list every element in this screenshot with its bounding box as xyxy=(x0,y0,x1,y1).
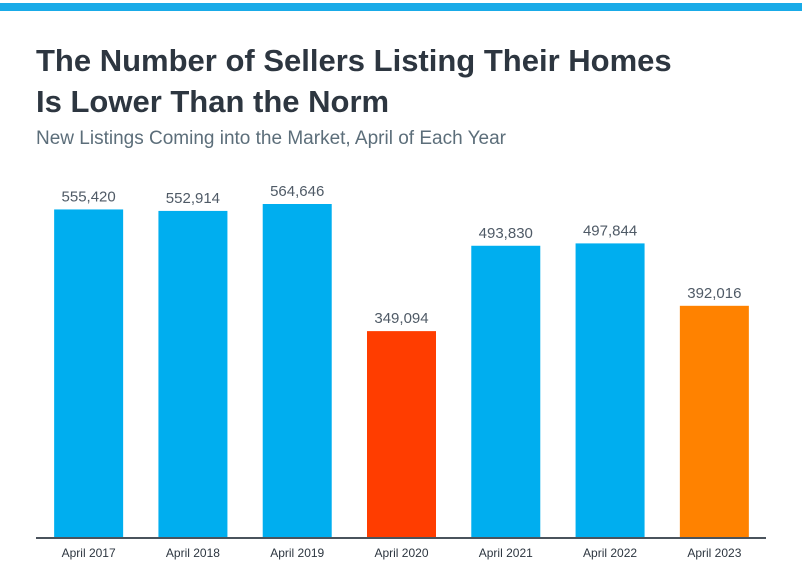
x-tick-label: April 2022 xyxy=(583,546,637,560)
x-tick-label: April 2020 xyxy=(374,546,428,560)
data-label: 552,914 xyxy=(166,190,220,207)
chart-title: The Number of Sellers Listing Their Home… xyxy=(36,40,796,122)
chart-title-line-2: Is Lower Than the Norm xyxy=(36,84,390,119)
chart-subtitle: New Listings Coming into the Market, Apr… xyxy=(36,128,506,149)
data-label: 392,016 xyxy=(687,285,741,302)
data-label: 564,646 xyxy=(270,183,324,200)
x-tick-label: April 2019 xyxy=(270,546,324,560)
data-label: 493,830 xyxy=(479,225,533,242)
x-tick-label: April 2021 xyxy=(479,546,533,560)
data-label: 497,844 xyxy=(583,222,637,239)
bar-april-2023 xyxy=(679,305,749,537)
chart-title-line-1: The Number of Sellers Listing Their Home… xyxy=(36,43,672,78)
bar-april-2020 xyxy=(367,331,436,537)
bar-april-2021 xyxy=(471,245,541,537)
bar-april-2022 xyxy=(575,243,645,537)
x-tick-label: April 2018 xyxy=(166,546,220,560)
x-tick-label: April 2023 xyxy=(687,546,741,560)
bar-april-2017 xyxy=(54,209,124,537)
bar-april-2019 xyxy=(262,204,332,537)
bar-april-2018 xyxy=(158,210,228,537)
data-label: 349,094 xyxy=(374,310,428,327)
data-label: 555,420 xyxy=(62,188,116,205)
top-accent-bar xyxy=(0,3,802,11)
x-tick-label: April 2017 xyxy=(62,546,116,560)
